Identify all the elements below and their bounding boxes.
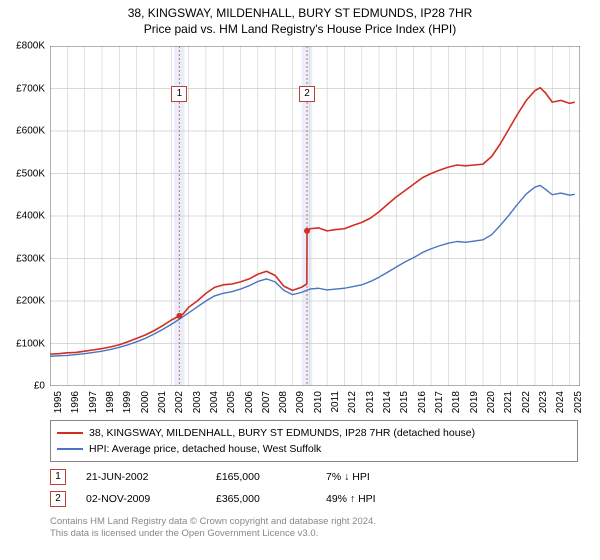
x-tick-label: 1996	[70, 391, 81, 413]
legend-label-property: 38, KINGSWAY, MILDENHALL, BURY ST EDMUND…	[89, 427, 475, 439]
transactions-table: 1 21-JUN-2002 £165,000 7% ↓ HPI 2 02-NOV…	[50, 466, 578, 510]
footnote-line-2: This data is licensed under the Open Gov…	[50, 528, 578, 540]
y-tick-label: £300K	[0, 253, 45, 264]
chart-marker-icon: 2	[299, 86, 315, 102]
y-tick-label: £400K	[0, 211, 45, 222]
x-tick-label: 2008	[278, 391, 289, 413]
x-tick-label: 2024	[555, 391, 566, 413]
x-tick-label: 2016	[417, 391, 428, 413]
transaction-marker-icon: 2	[50, 491, 66, 507]
x-tick-label: 1999	[122, 391, 133, 413]
chart: £0£100K£200K£300K£400K£500K£600K£700K£80…	[50, 46, 580, 386]
x-tick-label: 2001	[157, 391, 168, 413]
legend-swatch-hpi	[57, 448, 83, 450]
y-tick-label: £700K	[0, 83, 45, 94]
x-tick-label: 2011	[330, 391, 341, 413]
x-tick-label: 2004	[209, 391, 220, 413]
footnote: Contains HM Land Registry data © Crown c…	[50, 516, 578, 540]
x-tick-label: 2010	[313, 391, 324, 413]
legend-row-hpi: HPI: Average price, detached house, West…	[57, 441, 571, 457]
x-tick-label: 1995	[53, 391, 64, 413]
x-tick-label: 1998	[105, 391, 116, 413]
x-tick-label: 2003	[192, 391, 203, 413]
x-tick-label: 2009	[295, 391, 306, 413]
chart-marker-icon: 1	[171, 86, 187, 102]
transaction-price: £165,000	[216, 471, 326, 483]
transaction-row: 2 02-NOV-2009 £365,000 49% ↑ HPI	[50, 488, 578, 510]
y-tick-label: £600K	[0, 126, 45, 137]
x-tick-label: 2006	[244, 391, 255, 413]
legend-row-property: 38, KINGSWAY, MILDENHALL, BURY ST EDMUND…	[57, 425, 571, 441]
title-line-2: Price paid vs. HM Land Registry's House …	[0, 22, 600, 38]
transaction-delta: 7% ↓ HPI	[326, 471, 370, 483]
legend: 38, KINGSWAY, MILDENHALL, BURY ST EDMUND…	[50, 420, 578, 462]
x-tick-label: 2014	[382, 391, 393, 413]
y-tick-label: £100K	[0, 338, 45, 349]
x-tick-label: 1997	[88, 391, 99, 413]
x-tick-label: 2007	[261, 391, 272, 413]
x-tick-label: 2020	[486, 391, 497, 413]
y-tick-label: £800K	[0, 41, 45, 52]
transaction-date: 21-JUN-2002	[86, 471, 216, 483]
x-tick-label: 2005	[226, 391, 237, 413]
x-tick-label: 2022	[521, 391, 532, 413]
x-tick-label: 2015	[399, 391, 410, 413]
x-tick-label: 2023	[538, 391, 549, 413]
x-tick-label: 2018	[451, 391, 462, 413]
transaction-row: 1 21-JUN-2002 £165,000 7% ↓ HPI	[50, 466, 578, 488]
x-tick-label: 2013	[365, 391, 376, 413]
title-line-1: 38, KINGSWAY, MILDENHALL, BURY ST EDMUND…	[0, 6, 600, 22]
y-tick-label: £0	[0, 381, 45, 392]
x-tick-label: 2012	[347, 391, 358, 413]
x-tick-label: 2017	[434, 391, 445, 413]
transaction-delta: 49% ↑ HPI	[326, 493, 376, 505]
x-tick-label: 2025	[573, 391, 584, 413]
transaction-marker-icon: 1	[50, 469, 66, 485]
legend-swatch-property	[57, 432, 83, 434]
y-tick-label: £200K	[0, 296, 45, 307]
x-tick-label: 2000	[140, 391, 151, 413]
y-tick-label: £500K	[0, 168, 45, 179]
legend-label-hpi: HPI: Average price, detached house, West…	[89, 443, 321, 455]
x-tick-label: 2021	[503, 391, 514, 413]
transaction-date: 02-NOV-2009	[86, 493, 216, 505]
x-tick-label: 2002	[174, 391, 185, 413]
transaction-price: £365,000	[216, 493, 326, 505]
footnote-line-1: Contains HM Land Registry data © Crown c…	[50, 516, 578, 528]
x-tick-label: 2019	[469, 391, 480, 413]
